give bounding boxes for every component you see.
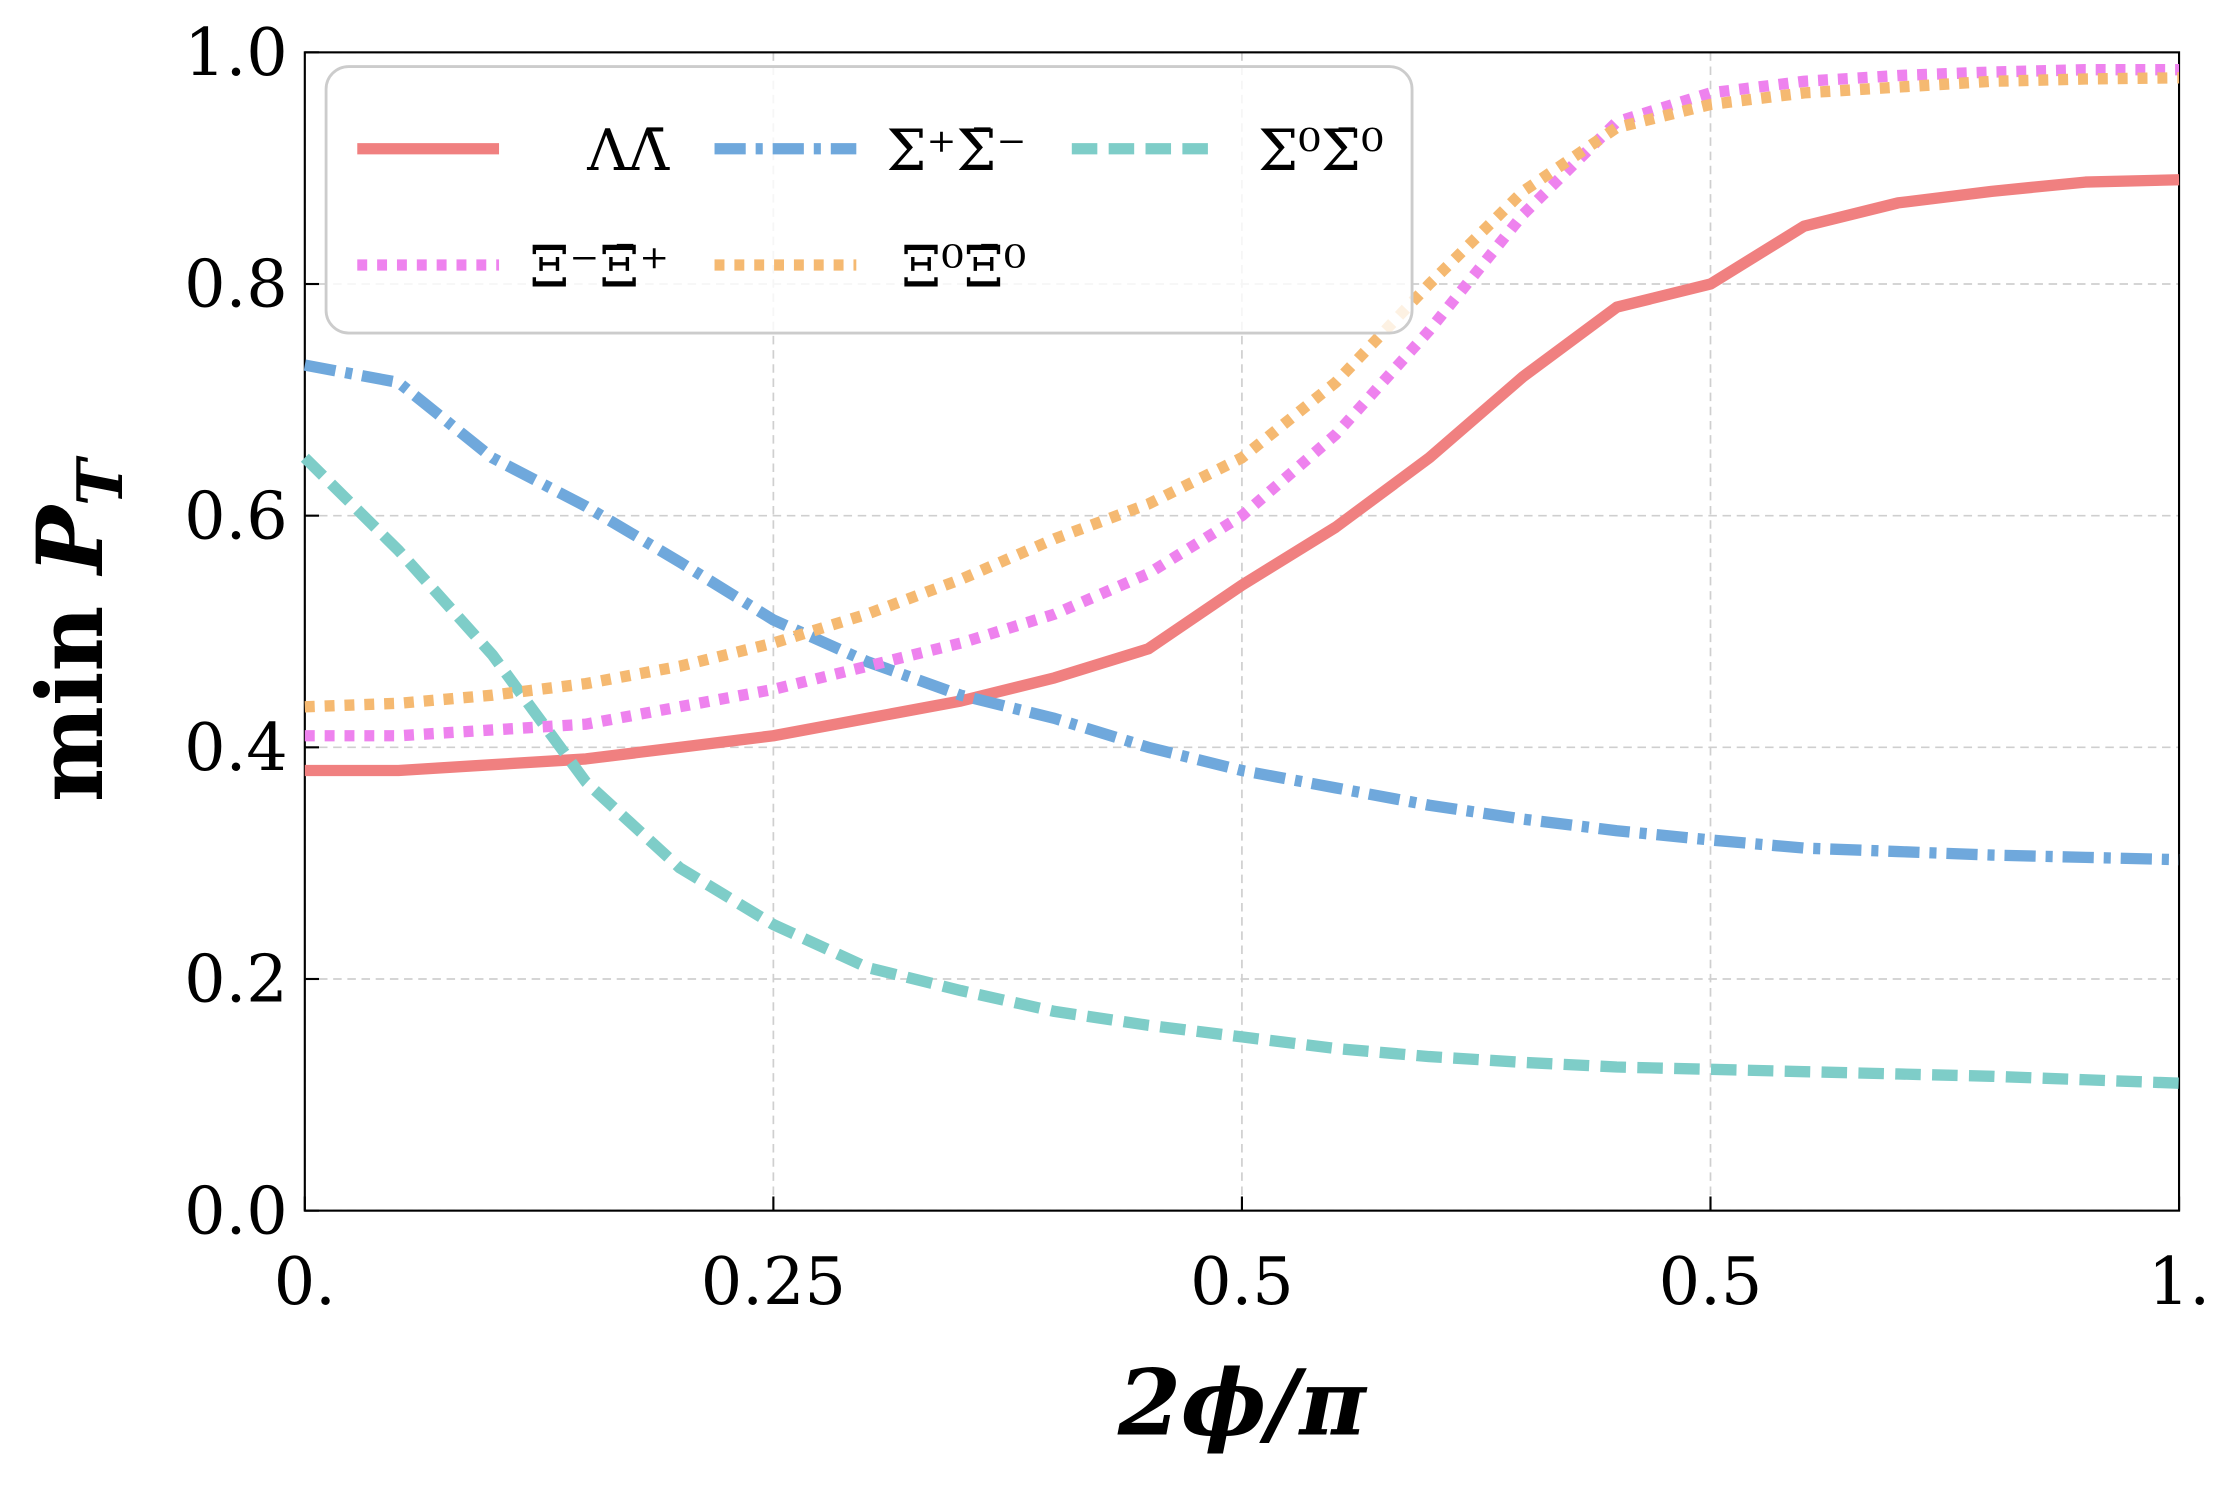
x-tick-label: 0.25 <box>701 1244 846 1320</box>
y-axis-label-symbol: P <box>18 503 124 577</box>
y-tick-label: 0.8 <box>184 247 288 323</box>
legend-label: Ξ⁰Ξ̄⁰ <box>901 234 1026 300</box>
x-tick-label: 1. <box>2148 1244 2210 1320</box>
series-line <box>304 174 2180 777</box>
y-axis-label-text: min <box>18 606 124 802</box>
series-line <box>303 359 2180 866</box>
y-axis-label: min PT <box>18 455 137 802</box>
y-tick-label: 1.0 <box>184 15 288 91</box>
y-tick-label: 0.6 <box>184 478 288 554</box>
y-tick-label: 0.4 <box>184 710 288 786</box>
x-tick-label: 0.5 <box>1659 1244 1763 1320</box>
series-line <box>300 453 2180 1089</box>
y-axis-label-subscript: T <box>63 455 137 506</box>
x-axis-label: 2ϕ/π <box>1117 1351 1368 1457</box>
plot-frame <box>303 51 2181 1212</box>
legend-label: ΛΛ̄ <box>586 118 670 184</box>
legend-label: Σ⁰Σ̄⁰ <box>1258 118 1384 184</box>
series-line <box>304 72 2180 713</box>
y-tick-label: 0.2 <box>184 942 288 1018</box>
series-line <box>304 64 2180 742</box>
legend-label: Ξ⁻Ξ̄⁺ <box>530 234 670 300</box>
legend-label: Σ⁺Σ̄⁻ <box>886 118 1026 184</box>
x-tick-label: 0. <box>274 1244 336 1320</box>
y-tick-label: 0.0 <box>184 1173 288 1249</box>
x-tick-label: 0.5 <box>1190 1244 1294 1320</box>
legend-box <box>324 65 1414 335</box>
